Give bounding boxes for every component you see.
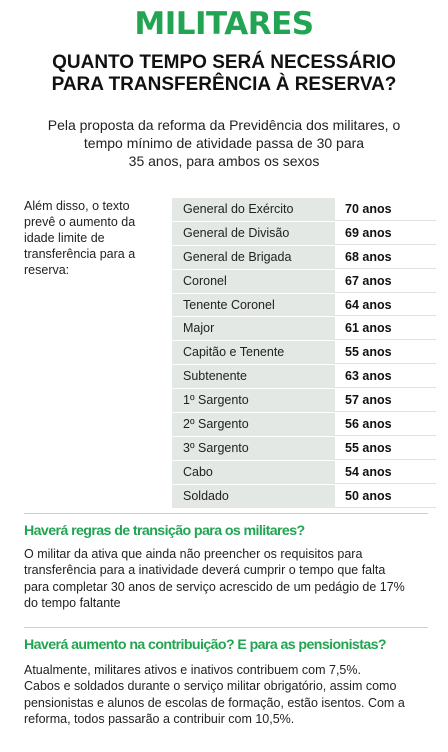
age-cell: 54 anos [335, 461, 436, 484]
table-row: 1º Sargento 57 anos [172, 389, 436, 414]
side-note-line-2: prevê o aumento da [24, 215, 136, 229]
rank-cell: Soldado [172, 484, 335, 508]
side-note-line-5: reserva: [24, 263, 70, 277]
rank-cell: 3º Sargento [172, 436, 335, 460]
section-1-body: O militar da ativa que ainda não preench… [24, 546, 428, 612]
rank-cell: Cabo [172, 460, 335, 484]
section-1-line-4: do tempo faltante [24, 596, 121, 611]
side-note-line-4: transferência para a [24, 247, 136, 261]
section-1-line-3: para completar 30 anos de serviço acresc… [24, 579, 405, 594]
side-note: Além disso, o texto prevê o aumento da i… [24, 198, 164, 278]
section-1-line-1: O militar da ativa que ainda não preench… [24, 547, 363, 561]
section-2-title: Haverá aumento na contribuição? E para a… [24, 637, 387, 653]
section-1-line-2: transferência para a inatividade deverá … [24, 563, 386, 578]
table-row: Major 61 anos [172, 317, 436, 342]
rank-cell: Subtenente [172, 365, 335, 389]
age-cell: 63 anos [335, 365, 436, 389]
age-cell: 56 anos [335, 413, 436, 436]
rank-cell: General de Brigada [172, 245, 335, 269]
section-divider [24, 627, 428, 628]
section-2-line-4: reforma, todos passarão a contribuir com… [24, 712, 295, 727]
section-1-title: Haverá regras de transição para os milit… [24, 523, 305, 539]
headline-line-1: QUANTO TEMPO SERÁ NECESSÁRIO [52, 52, 396, 73]
table-row: Cabo 54 anos [172, 460, 436, 485]
retirement-age-table: General do Exército 70 anos General de D… [172, 198, 436, 509]
age-cell: 67 anos [335, 270, 436, 293]
headline: QUANTO TEMPO SERÁ NECESSÁRIO PARA TRANSF… [0, 52, 448, 96]
intro-line-2: tempo mínimo de atividade passa de 30 pa… [83, 135, 365, 151]
age-cell: 69 anos [335, 222, 436, 245]
table-row: Capitão e Tenente 55 anos [172, 341, 436, 366]
section-2-body: Atualmente, militares ativos e inativos … [24, 662, 428, 728]
age-cell: 64 anos [335, 294, 436, 317]
age-cell: 68 anos [335, 246, 436, 269]
age-cell: 55 anos [335, 341, 436, 365]
side-note-line-3: idade limite de [24, 231, 105, 245]
section-2-line-3: pensionistas e alunos de escolas de form… [24, 695, 405, 710]
table-row: 3º Sargento 55 anos [172, 436, 436, 461]
rank-cell: 1º Sargento [172, 389, 335, 413]
rank-cell: General do Exército [172, 198, 335, 221]
table-row: Soldado 50 anos [172, 484, 436, 509]
age-cell: 57 anos [335, 389, 436, 413]
table-row: Subtenente 63 anos [172, 365, 436, 390]
side-note-line-1: Além disso, o texto [24, 199, 130, 213]
rank-cell: Capitão e Tenente [172, 341, 335, 365]
table-row: General do Exército 70 anos [172, 198, 436, 222]
table-row: General de Divisão 69 anos [172, 221, 436, 246]
table-row: Coronel 67 anos [172, 269, 436, 294]
age-cell: 70 anos [335, 198, 436, 221]
headline-line-2: PARA TRANSFERÊNCIA À RESERVA? [51, 74, 397, 95]
rank-cell: General de Divisão [172, 221, 335, 245]
age-cell: 61 anos [335, 317, 436, 341]
section-2-line-2: Cabos e soldados durante o serviço milit… [24, 679, 397, 694]
table-row: 2º Sargento 56 anos [172, 413, 436, 437]
page-title: MILITARES [134, 6, 314, 42]
rank-cell: 2º Sargento [172, 413, 335, 436]
rank-cell: Coronel [172, 269, 335, 293]
intro-line-1: Pela proposta da reforma da Previdência … [47, 117, 401, 133]
age-cell: 50 anos [335, 485, 436, 508]
intro-line-3: 35 anos, para ambos os sexos [128, 153, 320, 169]
table-row: General de Brigada 68 anos [172, 245, 436, 270]
section-divider [24, 513, 428, 514]
section-2-line-1: Atualmente, militares ativos e inativos … [24, 663, 361, 677]
intro-text: Pela proposta da reforma da Previdência … [20, 116, 428, 170]
rank-cell: Tenente Coronel [172, 293, 335, 317]
table-row: Tenente Coronel 64 anos [172, 293, 436, 318]
rank-cell: Major [172, 317, 335, 341]
age-cell: 55 anos [335, 437, 436, 460]
